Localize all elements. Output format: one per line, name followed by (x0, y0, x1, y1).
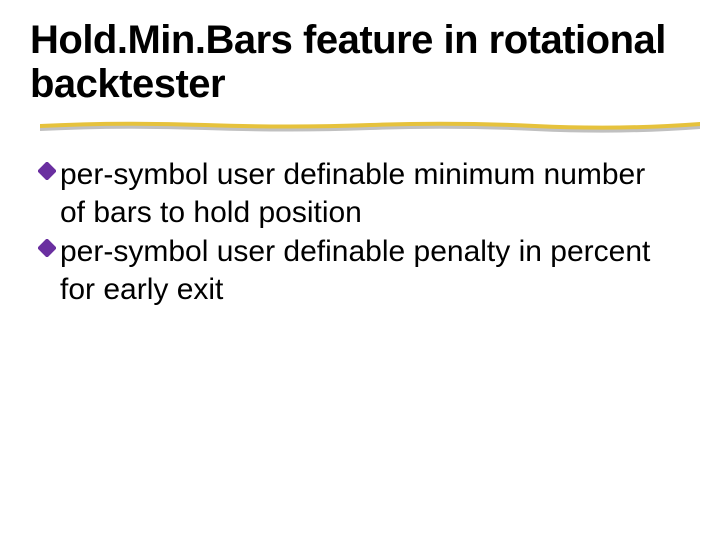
bullet-text: per-symbol user definable penalty in per… (60, 233, 660, 308)
underline-shadow (40, 127, 700, 131)
title-underline (40, 120, 700, 134)
list-item: per-symbol user definable penalty in per… (38, 233, 690, 308)
list-item: per-symbol user definable minimum number… (38, 156, 690, 231)
bullet-icon (38, 239, 56, 257)
bullet-text: per-symbol user definable minimum number… (60, 156, 660, 231)
slide: Hold.Min.Bars feature in rotational back… (0, 0, 720, 540)
bullet-icon (38, 162, 56, 180)
bullet-list: per-symbol user definable minimum number… (30, 156, 690, 308)
underline-stroke (40, 124, 700, 128)
slide-title: Hold.Min.Bars feature in rotational back… (30, 18, 690, 106)
